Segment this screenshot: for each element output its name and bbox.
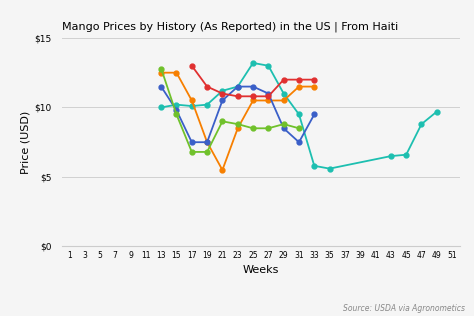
2021 xyxy=(281,122,286,126)
2022 xyxy=(235,94,241,98)
2022 xyxy=(265,94,271,98)
2021 xyxy=(250,126,256,130)
2018 xyxy=(189,104,195,108)
Line: 2022: 2022 xyxy=(189,63,317,99)
Line: 2021: 2021 xyxy=(159,66,301,154)
2019 xyxy=(235,126,241,130)
2022 xyxy=(281,78,286,82)
2019 xyxy=(189,99,195,102)
2018 xyxy=(419,122,424,126)
Line: 2018: 2018 xyxy=(159,61,439,171)
2019 xyxy=(158,71,164,75)
2018 xyxy=(327,167,332,171)
2022 xyxy=(189,64,195,68)
2020 xyxy=(265,92,271,95)
2021 xyxy=(173,112,179,116)
2018 xyxy=(158,106,164,109)
2018 xyxy=(173,103,179,106)
2018 xyxy=(219,89,225,93)
Text: Source: USDA via Agronometics: Source: USDA via Agronometics xyxy=(343,304,465,313)
2022 xyxy=(219,92,225,95)
2020 xyxy=(204,140,210,144)
2021 xyxy=(235,122,241,126)
2019 xyxy=(204,140,210,144)
2020 xyxy=(189,140,195,144)
2019 xyxy=(250,99,256,102)
2019 xyxy=(265,99,271,102)
2019 xyxy=(173,71,179,75)
2021 xyxy=(265,126,271,130)
Line: 2019: 2019 xyxy=(159,70,317,173)
X-axis label: Weeks: Weeks xyxy=(243,264,279,275)
2018 xyxy=(434,110,440,113)
2021 xyxy=(189,150,195,154)
2020 xyxy=(235,85,241,88)
2021 xyxy=(158,67,164,70)
2018 xyxy=(311,164,317,168)
2022 xyxy=(311,78,317,82)
2019 xyxy=(281,99,286,102)
2022 xyxy=(204,85,210,88)
2018 xyxy=(204,103,210,106)
2018 xyxy=(281,92,286,95)
2018 xyxy=(265,64,271,68)
2019 xyxy=(219,168,225,172)
2019 xyxy=(296,85,302,88)
Text: Mango Prices by History (As Reported) in the US | From Haiti: Mango Prices by History (As Reported) in… xyxy=(62,21,398,32)
2018 xyxy=(388,154,394,158)
2018 xyxy=(403,153,409,157)
2020 xyxy=(250,85,256,88)
2020 xyxy=(296,140,302,144)
Line: 2020: 2020 xyxy=(159,84,317,145)
2022 xyxy=(250,94,256,98)
2022 xyxy=(296,78,302,82)
2018 xyxy=(296,112,302,116)
2020 xyxy=(281,126,286,130)
2021 xyxy=(204,150,210,154)
2021 xyxy=(296,126,302,130)
2018 xyxy=(250,61,256,65)
2021 xyxy=(219,119,225,123)
2020 xyxy=(173,108,179,112)
2019 xyxy=(311,85,317,88)
2020 xyxy=(311,112,317,116)
Y-axis label: Price (USD): Price (USD) xyxy=(20,111,30,174)
2020 xyxy=(158,85,164,88)
2020 xyxy=(219,99,225,102)
2018 xyxy=(235,85,241,88)
